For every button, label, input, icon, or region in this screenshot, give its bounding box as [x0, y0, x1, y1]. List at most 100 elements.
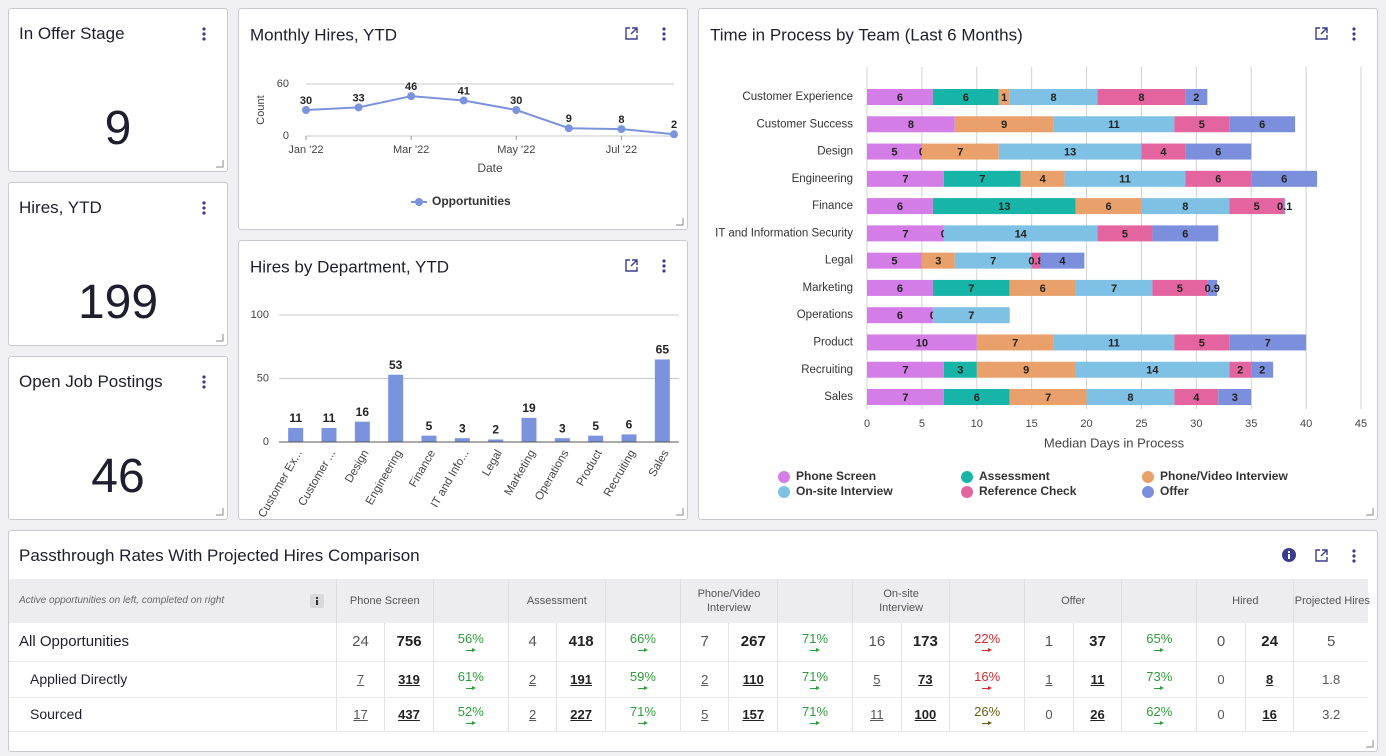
- count-cell[interactable]: 157: [729, 697, 778, 731]
- y-tick-label: Recruiting: [801, 364, 853, 376]
- data-label: 33: [352, 92, 364, 104]
- menu-button[interactable]: [659, 259, 669, 273]
- count-cell[interactable]: 8: [1245, 661, 1294, 697]
- rate-cell: 61%: [433, 661, 508, 697]
- data-label: 8: [908, 119, 914, 131]
- data-label: 5: [1254, 201, 1260, 213]
- x-tick-label: 30: [1190, 418, 1202, 430]
- bar: [555, 438, 570, 442]
- open-button[interactable]: [625, 27, 638, 40]
- data-label: 11: [1108, 337, 1120, 349]
- bar: [588, 436, 603, 442]
- rate-cell: 26%: [950, 697, 1025, 731]
- header-row: Active opportunities on left, completed …: [9, 579, 1368, 623]
- point: [617, 125, 625, 133]
- data-label: 9: [1023, 365, 1029, 377]
- data-label: 6: [1215, 174, 1221, 186]
- count-cell[interactable]: 1: [1025, 661, 1074, 697]
- x-tick-label: 5: [919, 418, 925, 430]
- legend-label: Offer: [1160, 484, 1189, 498]
- point: [407, 92, 415, 100]
- line-chart: Monthly Hires, YTD060Jan '22Mar '22May '…: [239, 9, 688, 230]
- rate-arrow: [1154, 686, 1164, 691]
- stage-header: Phone/Video Interview: [680, 579, 777, 623]
- count-cell[interactable]: 7: [336, 661, 385, 697]
- kpi-card: Hires, YTD 199: [8, 182, 228, 346]
- count-cell[interactable]: 437: [385, 697, 434, 731]
- bar: [322, 428, 337, 442]
- rate: 66%: [630, 631, 656, 646]
- resize-handle[interactable]: [216, 160, 224, 168]
- count-cell[interactable]: 16: [1245, 697, 1294, 731]
- resize-handle[interactable]: [676, 218, 684, 226]
- rate-arrow: [810, 686, 820, 691]
- point: [460, 96, 468, 104]
- rate: 71%: [630, 704, 656, 719]
- menu-button[interactable]: [199, 201, 209, 215]
- menu-button[interactable]: [659, 27, 669, 41]
- kpi-card: Open Job Postings 46: [8, 356, 228, 520]
- count-cell[interactable]: 2: [680, 661, 729, 697]
- data-label: 14: [1146, 365, 1159, 377]
- count-cell[interactable]: 11: [853, 697, 902, 731]
- kpi-value: 9: [9, 101, 227, 156]
- kpi-title: In Offer Stage: [19, 24, 125, 44]
- rate: 71%: [802, 631, 828, 646]
- count-cell[interactable]: 2: [508, 697, 557, 731]
- stage-name: Offer: [1035, 594, 1111, 608]
- resize-handle[interactable]: [676, 508, 684, 516]
- resize-handle[interactable]: [216, 334, 224, 342]
- rate-arrow: [466, 686, 476, 691]
- data-label: 4: [1059, 256, 1066, 268]
- chart-title: Time in Process by Team (Last 6 Months): [710, 25, 1023, 44]
- resize-handle[interactable]: [1366, 740, 1374, 748]
- rate-cell: 71%: [605, 697, 680, 731]
- rate: 71%: [802, 669, 828, 684]
- data-label: 9: [1001, 119, 1007, 131]
- rate-header: [778, 579, 853, 623]
- open-button[interactable]: [1315, 549, 1328, 562]
- open-button[interactable]: [1315, 27, 1328, 40]
- count-cell: 0: [1197, 661, 1246, 697]
- table-row: All Opportunities2475656%441866%726771%1…: [9, 623, 1368, 661]
- count-cell[interactable]: 17: [336, 697, 385, 731]
- legend-label: Opportunities: [432, 194, 511, 208]
- count-cell[interactable]: 110: [729, 661, 778, 697]
- menu-button[interactable]: [1349, 549, 1359, 563]
- y-tick-label: 0: [283, 130, 289, 142]
- data-label: 6: [1281, 174, 1287, 186]
- data-label: 14: [1015, 228, 1028, 240]
- rate: 56%: [458, 631, 484, 646]
- rate-arrow: [982, 648, 992, 653]
- count-cell[interactable]: 11: [1073, 661, 1122, 697]
- resize-handle[interactable]: [1366, 508, 1374, 516]
- count-cell[interactable]: 319: [385, 661, 434, 697]
- info-icon[interactable]: [310, 594, 324, 608]
- count-cell[interactable]: 2: [508, 661, 557, 697]
- info-button[interactable]: [1282, 548, 1296, 562]
- count-cell[interactable]: 5: [680, 697, 729, 731]
- menu-button[interactable]: [199, 375, 209, 389]
- count-cell: 418: [557, 623, 606, 661]
- data-label: 7: [968, 310, 974, 322]
- count-cell[interactable]: 191: [557, 661, 606, 697]
- data-label: 11: [289, 411, 302, 425]
- count-cell[interactable]: 227: [557, 697, 606, 731]
- data-label: 6: [1259, 119, 1265, 131]
- count-cell[interactable]: 5: [853, 661, 902, 697]
- x-tick-label: Legal: [480, 448, 504, 478]
- count-cell[interactable]: 26: [1073, 697, 1122, 731]
- count-cell[interactable]: 73: [901, 661, 950, 697]
- x-tick-label: 10: [971, 418, 983, 430]
- menu-button[interactable]: [1349, 27, 1359, 41]
- data-label: 3: [935, 256, 941, 268]
- menu-button[interactable]: [199, 27, 209, 41]
- rate-cell: 52%: [433, 697, 508, 731]
- open-button[interactable]: [625, 259, 638, 272]
- count-cell[interactable]: 100: [901, 697, 950, 731]
- rate-cell: 71%: [778, 623, 853, 661]
- resize-handle[interactable]: [216, 508, 224, 516]
- stage-name: Hired: [1207, 594, 1283, 608]
- data-label: 7: [979, 174, 985, 186]
- data-label: 41: [458, 85, 470, 97]
